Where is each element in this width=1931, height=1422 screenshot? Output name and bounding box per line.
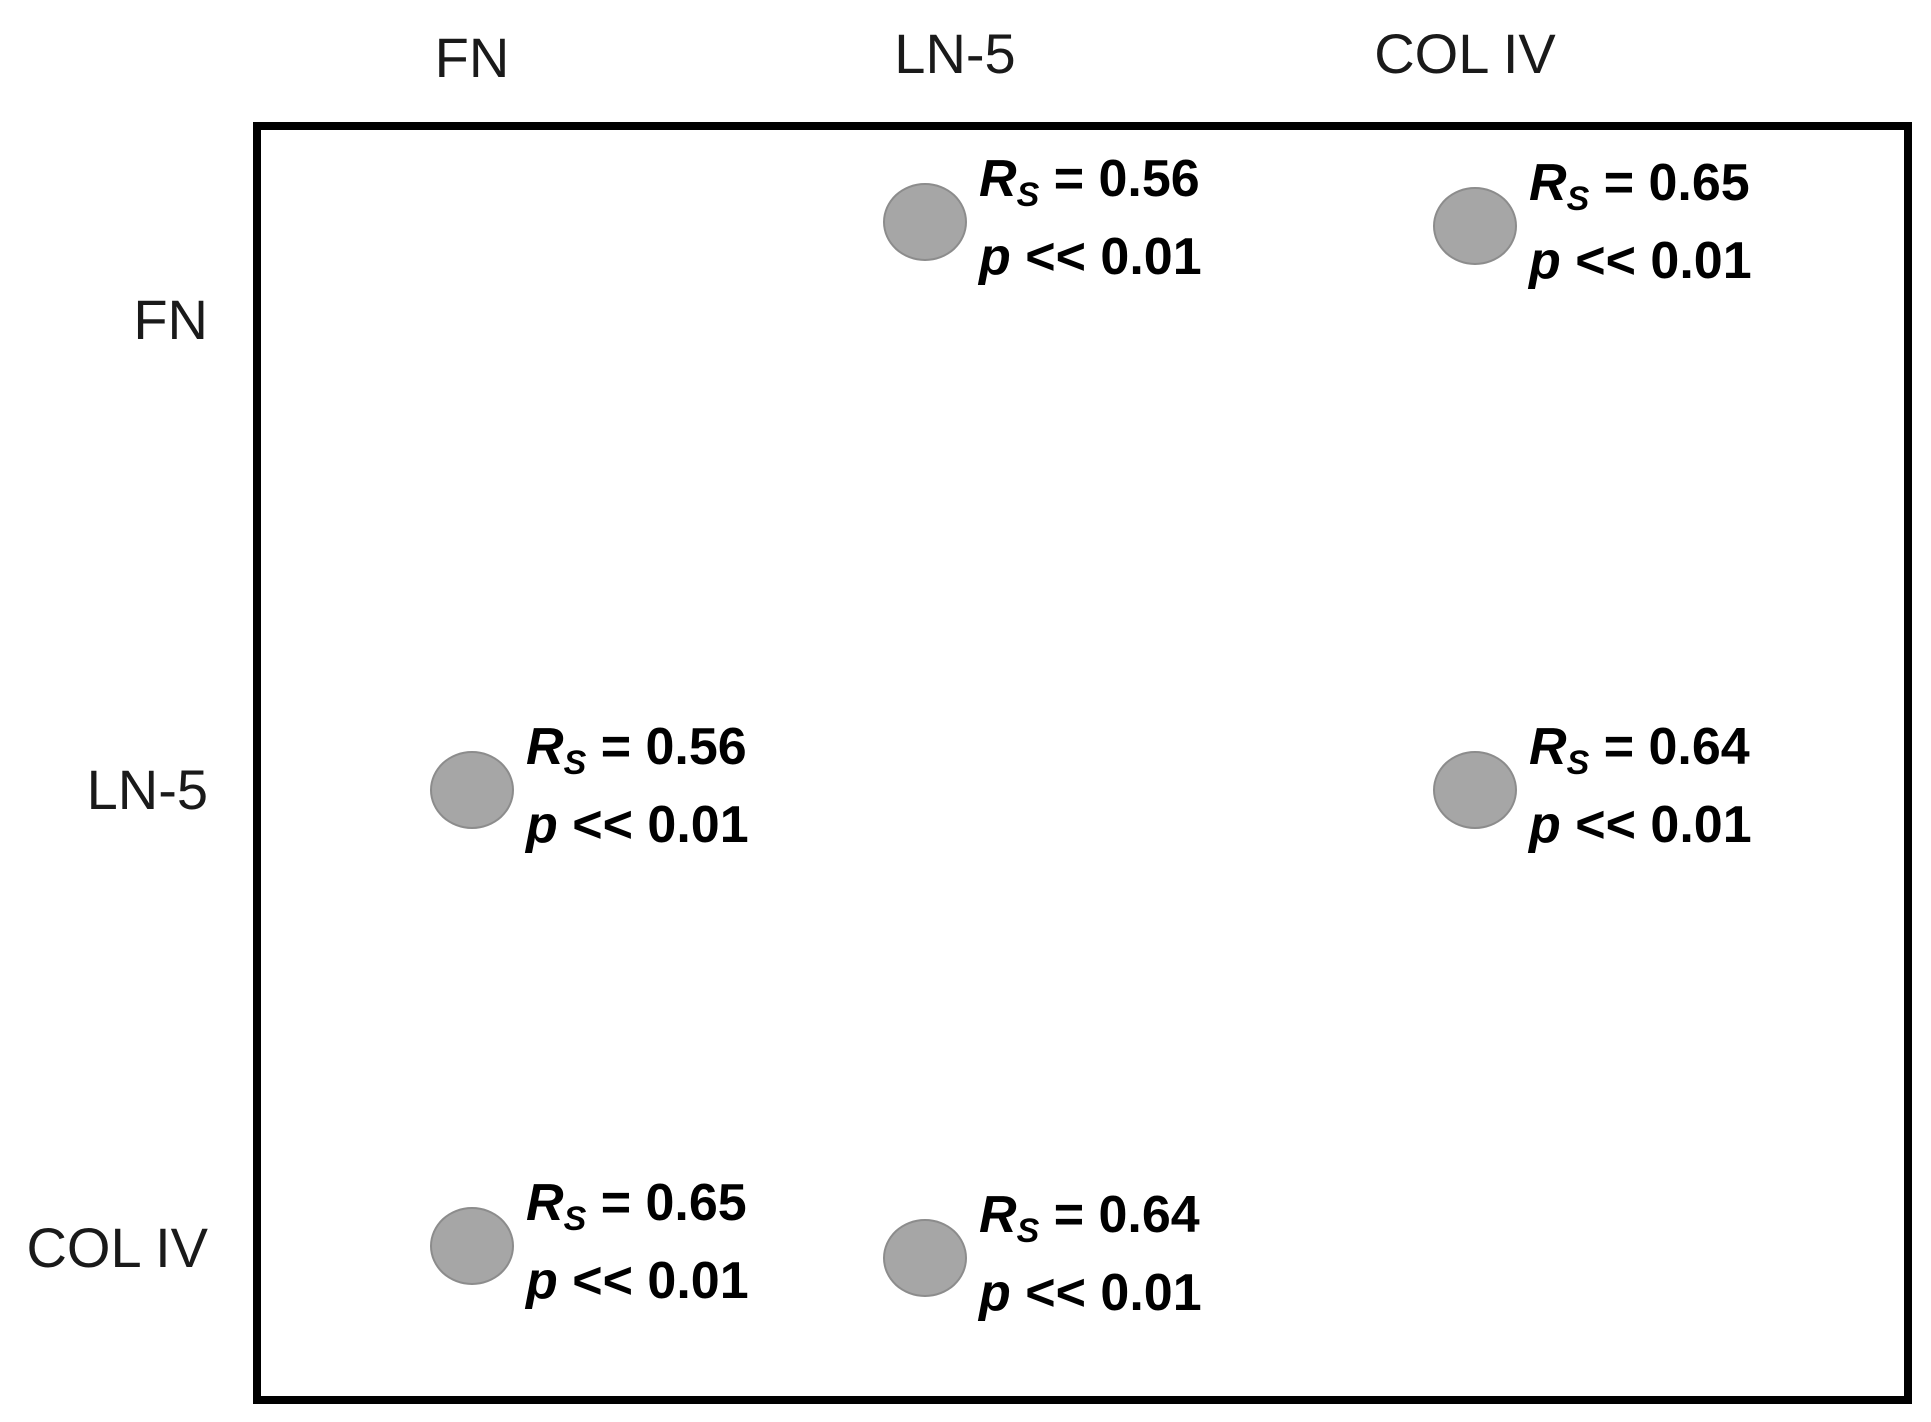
- column-label: LN-5: [894, 22, 1016, 85]
- correlation-marker: [1433, 187, 1517, 265]
- rs-subscript: S: [1016, 1212, 1040, 1250]
- rs-value: 0.56: [1098, 150, 1200, 208]
- rs-subscript: S: [563, 1200, 587, 1238]
- correlation-marker: [1433, 751, 1517, 829]
- p-line: p << 0.01: [979, 218, 1202, 296]
- rs-symbol: R: [979, 150, 1017, 208]
- matrix-frame: [253, 122, 1912, 1404]
- rs-symbol: R: [1529, 154, 1567, 212]
- rs-value: 0.65: [645, 1174, 747, 1232]
- rs-line: RS = 0.64: [979, 1186, 1200, 1250]
- rs-line: RS = 0.56: [526, 718, 747, 782]
- column-label: FN: [434, 26, 510, 89]
- p-symbol: p: [979, 1264, 1011, 1322]
- rs-value: 0.64: [1098, 1186, 1200, 1244]
- rs-subscript: S: [1566, 180, 1590, 218]
- rs-subscript: S: [563, 744, 587, 782]
- row-label: FN: [133, 288, 208, 351]
- rs-line: RS = 0.65: [526, 1174, 747, 1238]
- rs-symbol: R: [526, 718, 564, 776]
- p-symbol: p: [979, 228, 1011, 286]
- p-line: p << 0.01: [526, 1242, 749, 1320]
- correlation-stat-label: RS = 0.56 p << 0.01: [526, 708, 749, 864]
- p-value: << 0.01: [572, 1252, 749, 1310]
- p-value: << 0.01: [1575, 232, 1752, 290]
- p-value: << 0.01: [1025, 228, 1202, 286]
- p-line: p << 0.01: [1529, 786, 1752, 864]
- correlation-marker: [430, 751, 514, 829]
- rs-subscript: S: [1016, 176, 1040, 214]
- rs-value: 0.56: [645, 718, 747, 776]
- rs-symbol: R: [1529, 718, 1567, 776]
- rs-symbol: R: [526, 1174, 564, 1232]
- rs-line: RS = 0.64: [1529, 718, 1750, 782]
- row-label: COL IV: [26, 1216, 208, 1279]
- correlation-stat-label: RS = 0.64 p << 0.01: [1529, 708, 1752, 864]
- correlation-marker: [883, 1219, 967, 1297]
- column-label: COL IV: [1374, 22, 1556, 85]
- rs-value: 0.65: [1648, 154, 1750, 212]
- p-line: p << 0.01: [526, 786, 749, 864]
- p-symbol: p: [526, 1252, 558, 1310]
- p-value: << 0.01: [1025, 1264, 1202, 1322]
- p-symbol: p: [1529, 232, 1561, 290]
- correlation-stat-label: RS = 0.65 p << 0.01: [526, 1164, 749, 1320]
- p-value: << 0.01: [1575, 796, 1752, 854]
- p-symbol: p: [1529, 796, 1561, 854]
- rs-symbol: R: [979, 1186, 1017, 1244]
- p-line: p << 0.01: [979, 1254, 1202, 1332]
- correlation-marker: [430, 1207, 514, 1285]
- rs-value: 0.64: [1648, 718, 1750, 776]
- p-line: p << 0.01: [1529, 222, 1752, 300]
- p-symbol: p: [526, 796, 558, 854]
- correlation-marker: [883, 183, 967, 261]
- correlation-stat-label: RS = 0.65 p << 0.01: [1529, 144, 1752, 300]
- correlation-stat-label: RS = 0.64 p << 0.01: [979, 1176, 1202, 1332]
- p-value: << 0.01: [572, 796, 749, 854]
- rs-line: RS = 0.65: [1529, 154, 1750, 218]
- rs-line: RS = 0.56: [979, 150, 1200, 214]
- row-label: LN-5: [86, 758, 208, 821]
- rs-subscript: S: [1566, 744, 1590, 782]
- correlation-stat-label: RS = 0.56 p << 0.01: [979, 140, 1202, 296]
